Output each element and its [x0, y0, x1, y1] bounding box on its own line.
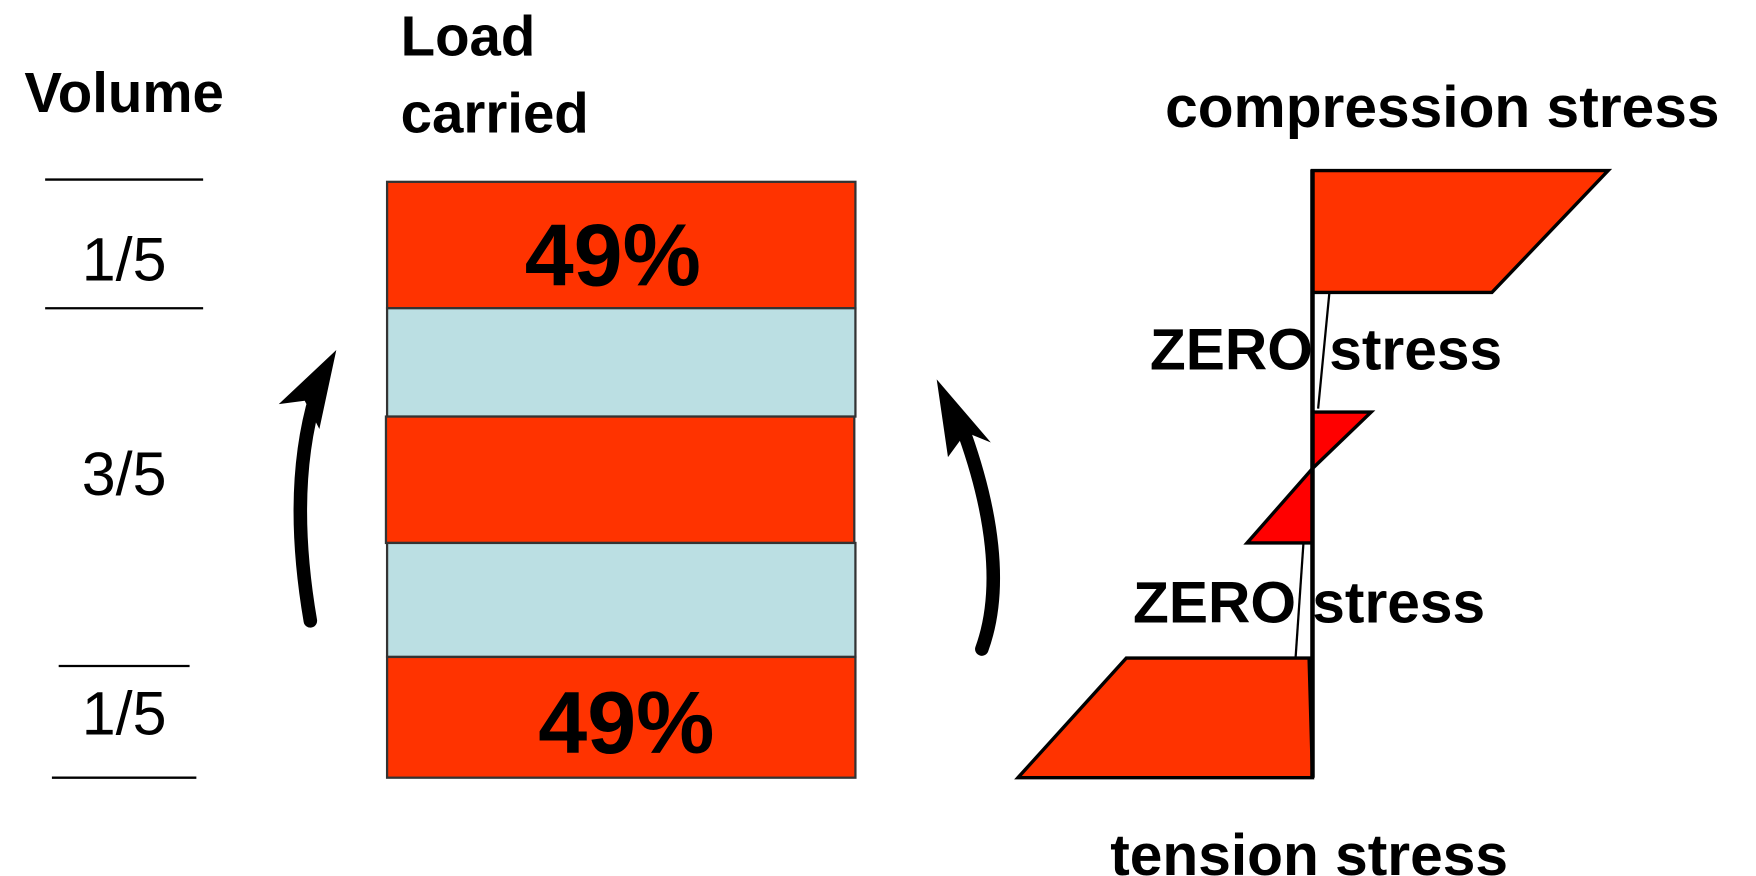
- top-layer: [385, 180, 857, 310]
- core-layer: [385, 307, 857, 418]
- arrows: [278, 349, 1001, 656]
- load-header: carried: [401, 81, 589, 144]
- core-layer: [385, 541, 857, 659]
- load-label: 49%: [525, 206, 701, 305]
- divider-lines: [45, 178, 204, 779]
- zero-stress-label: ZERO stress: [1133, 570, 1485, 635]
- compression-label: compression stress: [1165, 75, 1719, 140]
- middle-layer: [384, 415, 856, 545]
- stress-diagram: [1014, 168, 1613, 780]
- volume-fraction: 1/5: [82, 226, 167, 294]
- volume-fraction: 1/5: [82, 679, 167, 747]
- bottom-layer: [385, 655, 857, 779]
- volume-header: Volume: [24, 61, 224, 124]
- load-header: Load: [401, 5, 536, 68]
- zero-stress-label: ZERO stress: [1150, 317, 1502, 382]
- tension-label: tension stress: [1110, 823, 1508, 876]
- beam-layers: [384, 180, 857, 779]
- load-label: 49%: [538, 673, 714, 772]
- volume-fraction: 3/5: [82, 440, 167, 508]
